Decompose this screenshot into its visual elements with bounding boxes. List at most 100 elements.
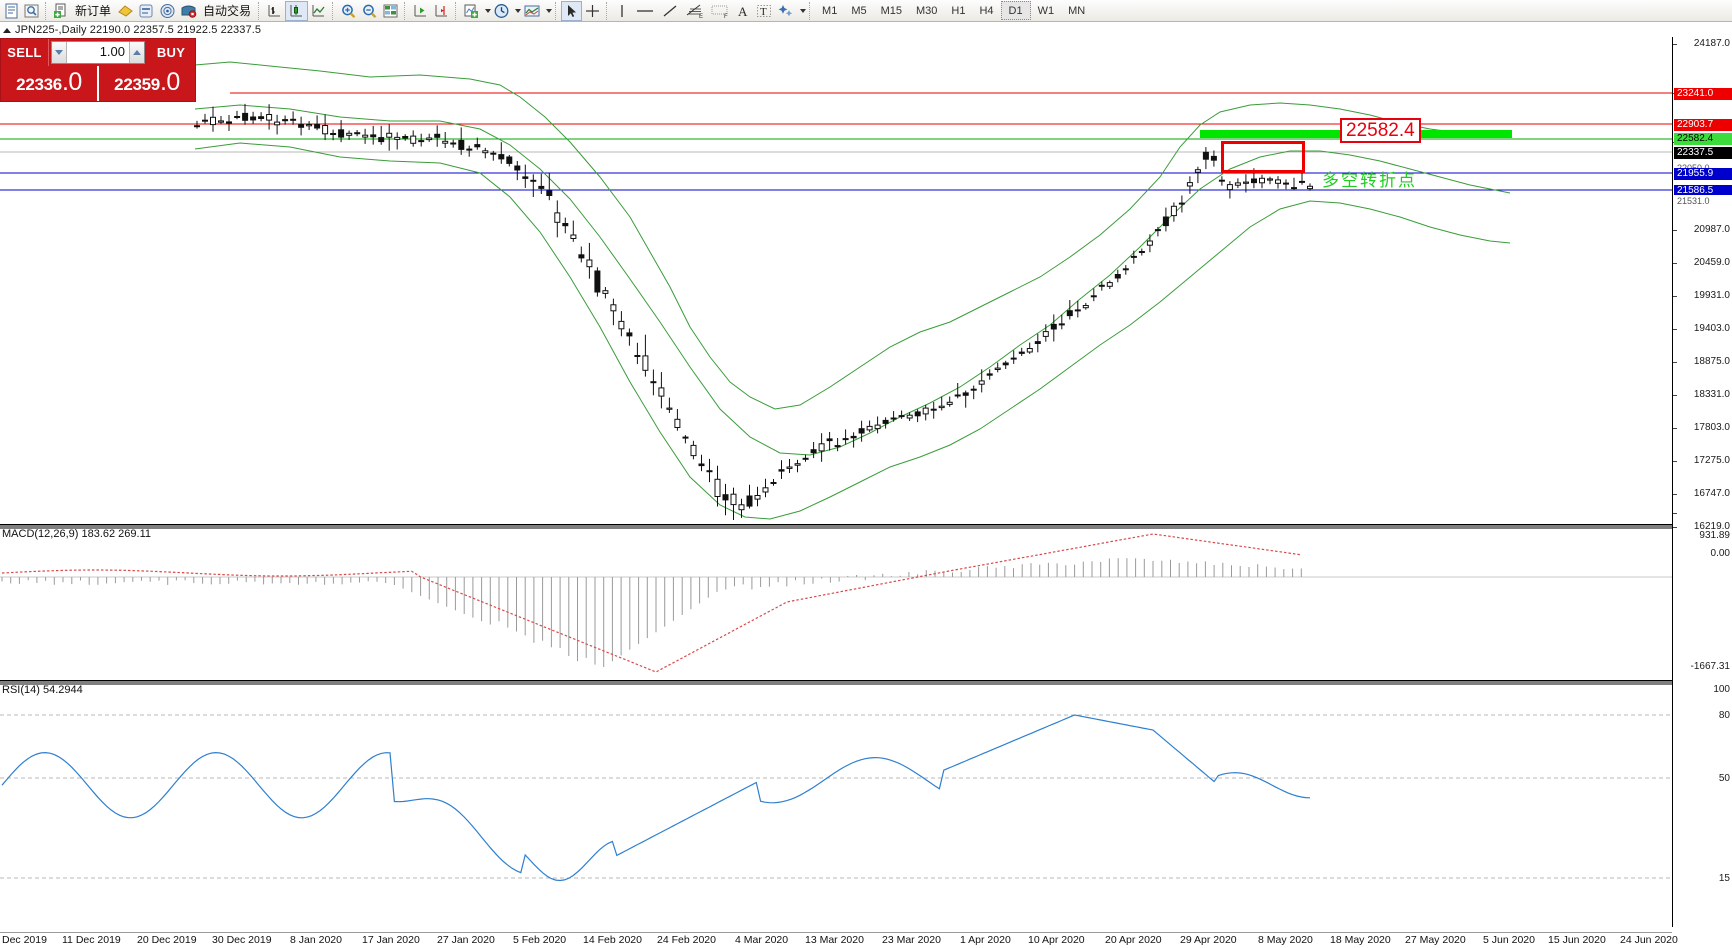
buy-price[interactable]: 22359 .0 <box>99 66 195 101</box>
rsi-tick-50: 50 <box>1718 773 1730 784</box>
tile-windows-icon[interactable] <box>380 1 401 21</box>
new-order-icon[interactable] <box>51 1 71 21</box>
buy-price-dec: .0 <box>159 68 180 96</box>
price-tick-19403: 19403.0 <box>1693 323 1730 334</box>
new-chart-icon[interactable] <box>2 1 22 21</box>
price-note-label[interactable]: 22582.4 <box>1340 118 1421 143</box>
market-watch-icon[interactable] <box>22 1 42 21</box>
one-click-trading-panel: SELL 1.00 BUY 22336 .0 22359 .0 <box>0 38 196 102</box>
toolbar-separator-2 <box>258 1 261 20</box>
date-tick-12: 23 Mar 2020 <box>882 934 941 946</box>
date-tick-7: 5 Feb 2020 <box>513 934 567 946</box>
axis-tick <box>1673 263 1677 264</box>
sell-price[interactable]: 22336 .0 <box>1 66 99 101</box>
date-tick-1: 11 Dec 2019 <box>62 934 121 946</box>
timeframe-m30[interactable]: M30 <box>916 4 938 17</box>
macd-tick-min: -1667.31 <box>1690 661 1730 672</box>
buy-price-int: 22359 <box>114 75 160 94</box>
metaeditor-icon[interactable] <box>136 1 157 21</box>
timeframe-d1[interactable]: D1 <box>1000 1 1031 20</box>
date-tick-20: 5 Jun 2020 <box>1483 934 1535 946</box>
zoom-in-icon[interactable] <box>338 1 359 21</box>
axis-tick <box>1673 329 1677 330</box>
periods-dropdown-caret[interactable] <box>515 8 522 13</box>
volume-increase-button[interactable] <box>129 42 144 63</box>
price-chart-pane[interactable] <box>0 37 1672 520</box>
text-label-icon[interactable]: A <box>733 1 753 21</box>
crosshair-icon[interactable] <box>582 1 603 21</box>
date-tick-4: 8 Jan 2020 <box>290 934 342 946</box>
bar-chart-icon[interactable] <box>264 1 285 21</box>
timeframe-m5[interactable]: M5 <box>851 4 867 17</box>
timeframe-m1[interactable]: M1 <box>822 4 838 17</box>
templates-icon[interactable] <box>521 1 543 21</box>
chinese-annotation[interactable]: 多空转折点 <box>1322 171 1417 191</box>
volume-input[interactable]: 1.00 <box>67 42 129 63</box>
toolbar-separator-6 <box>555 1 558 20</box>
axis-tick <box>1673 513 1677 514</box>
collapse-triangle-icon[interactable] <box>3 27 11 33</box>
price-tick-18875: 18875.0 <box>1693 356 1730 367</box>
text-box-icon[interactable]: T <box>753 1 775 21</box>
date-tick-13: 1 Apr 2020 <box>960 934 1011 946</box>
new-order-label[interactable]: 新订单 <box>75 4 112 18</box>
timeframe-h1[interactable]: H1 <box>951 4 966 17</box>
sell-price-dec: .0 <box>61 68 82 96</box>
rsi-tick-15: 15 <box>1718 873 1730 884</box>
buy-button[interactable]: BUY <box>156 45 186 60</box>
svg-text:T: T <box>760 6 767 18</box>
line-chart-icon[interactable] <box>308 1 329 21</box>
timeframe-h4[interactable]: H4 <box>979 4 994 17</box>
chart-shift-icon[interactable] <box>431 1 452 21</box>
signals-icon[interactable] <box>157 1 178 21</box>
consolidation-box[interactable] <box>1221 141 1305 173</box>
date-tick-9: 24 Feb 2020 <box>657 934 716 946</box>
trendline-icon[interactable] <box>658 1 682 21</box>
cursor-icon[interactable] <box>561 0 583 21</box>
date-tick-11: 13 Mar 2020 <box>805 934 864 946</box>
price-tick-20987: 20987.0 <box>1693 224 1730 235</box>
templates-dropdown-caret[interactable] <box>546 8 553 13</box>
price-tick-18331: 18331.0 <box>1693 389 1730 400</box>
vertical-line-icon[interactable] <box>612 1 632 21</box>
timeframe-mn[interactable]: MN <box>1068 4 1086 17</box>
periods-icon[interactable] <box>491 1 512 21</box>
price-badge-support-1: 21955.9 <box>1674 168 1732 180</box>
axis-tick <box>1673 44 1677 45</box>
timeframe-w1[interactable]: W1 <box>1037 4 1055 17</box>
price-badge-pivot: 22582.4 <box>1674 133 1732 145</box>
volume-decrease-button[interactable] <box>52 42 67 63</box>
macd-indicator-label: MACD(12,26,9) 183.62 269.11 <box>2 528 151 540</box>
shapes-dropdown-caret[interactable] <box>800 8 807 13</box>
fibonacci-retracement-icon[interactable]: E <box>682 1 707 21</box>
equidistant-channel-icon[interactable]: F <box>707 1 733 21</box>
price-axis[interactable]: 24187.0 23643.0 23115.0 20987.0 20459.0 … <box>1672 37 1732 927</box>
date-tick-5: 17 Jan 2020 <box>362 934 420 946</box>
date-axis[interactable]: Dec 2019 11 Dec 2019 20 Dec 2019 30 Dec … <box>0 932 1678 948</box>
autotrade-label[interactable]: 自动交易 <box>203 4 252 18</box>
date-tick-15: 20 Apr 2020 <box>1105 934 1162 946</box>
volume-stepper[interactable]: 1.00 <box>51 41 145 64</box>
indicators-icon[interactable] <box>461 1 482 21</box>
horizontal-line-icon[interactable] <box>632 1 658 21</box>
main-toolbar: 新订单 自动交易 <box>0 0 1732 22</box>
macd-tick-zero: 0.00 <box>1710 548 1730 559</box>
rsi-indicator-label: RSI(14) 54.2944 <box>2 684 83 696</box>
candlestick-series <box>194 103 1313 520</box>
chart-symbol-header: JPN225-,Daily 22190.0 22357.5 21922.5 22… <box>0 23 1732 37</box>
date-tick-3: 30 Dec 2019 <box>212 934 272 946</box>
auto-scroll-icon[interactable] <box>410 1 431 21</box>
zoom-out-icon[interactable] <box>359 1 380 21</box>
shapes-icon[interactable] <box>775 1 797 21</box>
indicators-dropdown-caret[interactable] <box>485 8 492 13</box>
macd-pane[interactable] <box>0 524 1672 676</box>
price-tick-17275: 17275.0 <box>1693 455 1730 466</box>
sell-button[interactable]: SELL <box>1 39 49 66</box>
axis-tick <box>1673 428 1677 429</box>
mailbox-icon[interactable] <box>178 1 199 21</box>
date-tick-0: Dec 2019 <box>2 934 47 946</box>
candlestick-chart-icon[interactable] <box>285 0 309 21</box>
timeframe-m15[interactable]: M15 <box>880 4 902 17</box>
expert-advisors-icon[interactable] <box>115 1 136 21</box>
rsi-pane[interactable] <box>0 680 1672 932</box>
